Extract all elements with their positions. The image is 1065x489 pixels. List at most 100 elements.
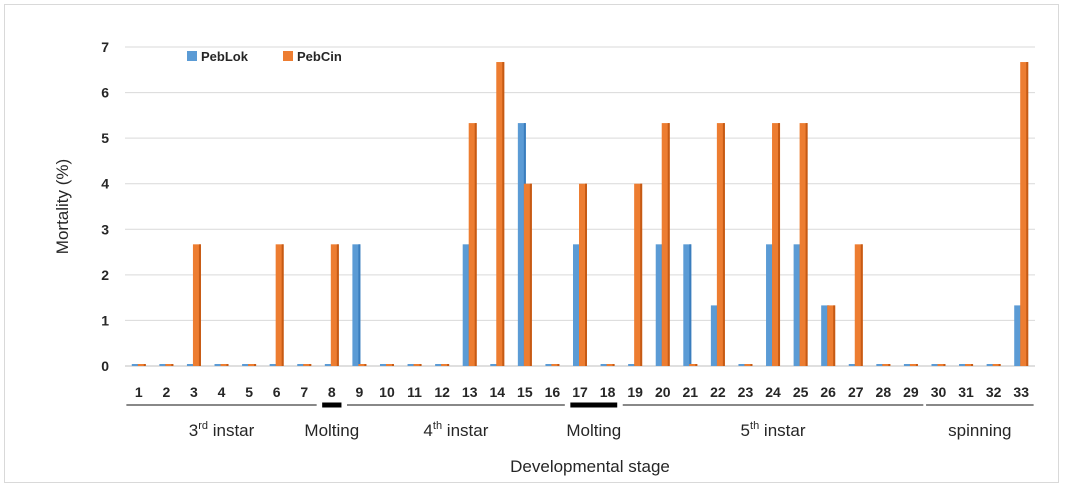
stage-group-label: 4th instar — [423, 420, 488, 440]
x-tick-label: 32 — [986, 384, 1002, 400]
bar-pebcin — [854, 244, 863, 366]
bar-pebcin — [965, 364, 974, 366]
bar-peblok — [131, 364, 140, 366]
x-tick-label: 2 — [162, 384, 170, 400]
bar-shade-pebcin — [419, 364, 422, 366]
x-tick-label: 31 — [958, 384, 974, 400]
bar-shade-pebcin — [364, 364, 367, 366]
bar-shade-pebcin — [309, 364, 312, 366]
bar-shade-pebcin — [971, 364, 974, 366]
bar-pebcin — [744, 364, 753, 366]
x-tick-label: 8 — [328, 384, 336, 400]
x-tick-label: 17 — [572, 384, 588, 400]
bar-shade-pebcin — [557, 364, 560, 366]
bar-shade-pebcin — [778, 123, 781, 367]
bar-pebcin — [303, 364, 312, 366]
bar-pebcin — [827, 305, 836, 366]
x-tick-label: 23 — [738, 384, 754, 400]
bar-peblok — [738, 364, 747, 366]
bar-shade-pebcin — [447, 364, 450, 366]
x-tick-label: 26 — [820, 384, 836, 400]
bar-pebcin — [689, 364, 698, 366]
bar-peblok — [435, 364, 444, 366]
bar-shade-pebcin — [143, 364, 146, 366]
bar-shade-pebcin — [171, 364, 174, 366]
x-tick-label: 28 — [876, 384, 892, 400]
bar-peblok — [462, 244, 471, 366]
x-tick-label: 22 — [710, 384, 726, 400]
bar-pebcin — [992, 364, 1001, 366]
x-tick-label: 18 — [600, 384, 616, 400]
bar-pebcin — [661, 123, 670, 367]
bar-shade-peblok — [689, 244, 692, 366]
x-axis-title: Developmental stage — [510, 457, 670, 476]
bar-peblok — [683, 244, 692, 366]
bar-peblok — [876, 364, 885, 366]
x-tick-label: 5 — [245, 384, 253, 400]
bar-pebcin — [137, 364, 146, 366]
bar-peblok — [517, 123, 526, 367]
bar-peblok — [903, 364, 912, 366]
bar-peblok — [297, 364, 306, 366]
bar-pebcin — [799, 123, 808, 367]
bar-pebcin — [634, 183, 643, 366]
bar-pebcin — [716, 123, 725, 367]
legend-label-peblok: PebLok — [201, 49, 249, 64]
bar-pebcin — [275, 244, 284, 366]
x-tick-label: 3 — [190, 384, 198, 400]
x-tick-label: 1 — [135, 384, 143, 400]
bar-shade-pebcin — [860, 244, 863, 366]
y-tick-label: 4 — [101, 176, 109, 192]
bar-shade-pebcin — [640, 183, 643, 366]
x-tick-label: 10 — [379, 384, 395, 400]
x-tick-label: 27 — [848, 384, 864, 400]
bar-shade-pebcin — [612, 364, 615, 366]
bar-peblok — [545, 364, 554, 366]
bar-shade-pebcin — [750, 364, 753, 366]
y-tick-label: 2 — [101, 267, 109, 283]
bar-peblok — [324, 364, 333, 366]
bar-shade-pebcin — [502, 62, 505, 366]
bar-pebcin — [606, 364, 615, 366]
bar-shade-pebcin — [281, 244, 284, 366]
bar-peblok — [379, 364, 388, 366]
bar-peblok — [793, 244, 802, 366]
bar-pebcin — [330, 244, 339, 366]
bar-pebcin — [358, 364, 367, 366]
bar-shade-pebcin — [336, 244, 339, 366]
bar-peblok — [959, 364, 968, 366]
x-tick-label: 20 — [655, 384, 671, 400]
bar-pebcin — [937, 364, 946, 366]
x-tick-label: 29 — [903, 384, 919, 400]
stage-group-label: spinning — [948, 421, 1011, 440]
bar-shade-pebcin — [722, 123, 725, 367]
y-tick-label: 3 — [101, 221, 109, 237]
legend-label-pebcin: PebCin — [297, 49, 342, 64]
x-tick-label: 11 — [407, 384, 422, 400]
bar-peblok — [710, 305, 719, 366]
bar-peblok — [986, 364, 995, 366]
bar-pebcin — [248, 364, 257, 366]
bar-pebcin — [579, 183, 587, 366]
x-tick-label: 7 — [300, 384, 308, 400]
bar-peblok — [352, 244, 361, 366]
bar-pebcin — [441, 364, 450, 366]
chart-frame: 0 1 2 3 4 5 6 7 1 2 3 4 5 6 7 8 9 10 11 12 13 14 15 16 17 18 19 20 2… — [4, 4, 1059, 483]
bar-peblok — [821, 305, 830, 366]
bar-shade-pebcin — [888, 364, 891, 366]
bar-peblok — [242, 364, 251, 366]
stage-group-label: Molting — [304, 421, 359, 440]
bar-pebcin — [165, 364, 174, 366]
bar-pebcin — [220, 364, 229, 366]
x-tick-label: 21 — [683, 384, 699, 400]
bar-shade-pebcin — [998, 364, 1001, 366]
bar-peblok — [573, 244, 581, 366]
bar-pebcin — [468, 123, 477, 367]
bar-peblok — [186, 364, 195, 366]
x-tick-label: 4 — [218, 384, 226, 400]
x-tick-label: 30 — [931, 384, 947, 400]
x-tick-label: 12 — [434, 384, 450, 400]
bar-shade-pebcin — [1026, 62, 1029, 366]
stage-group-label: 3rd instar — [189, 420, 255, 440]
